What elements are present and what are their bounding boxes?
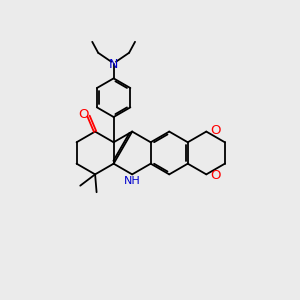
Text: O: O (210, 124, 220, 136)
Text: O: O (78, 107, 88, 121)
Text: NH: NH (124, 176, 141, 186)
Text: N: N (109, 58, 118, 70)
Text: O: O (210, 169, 220, 182)
